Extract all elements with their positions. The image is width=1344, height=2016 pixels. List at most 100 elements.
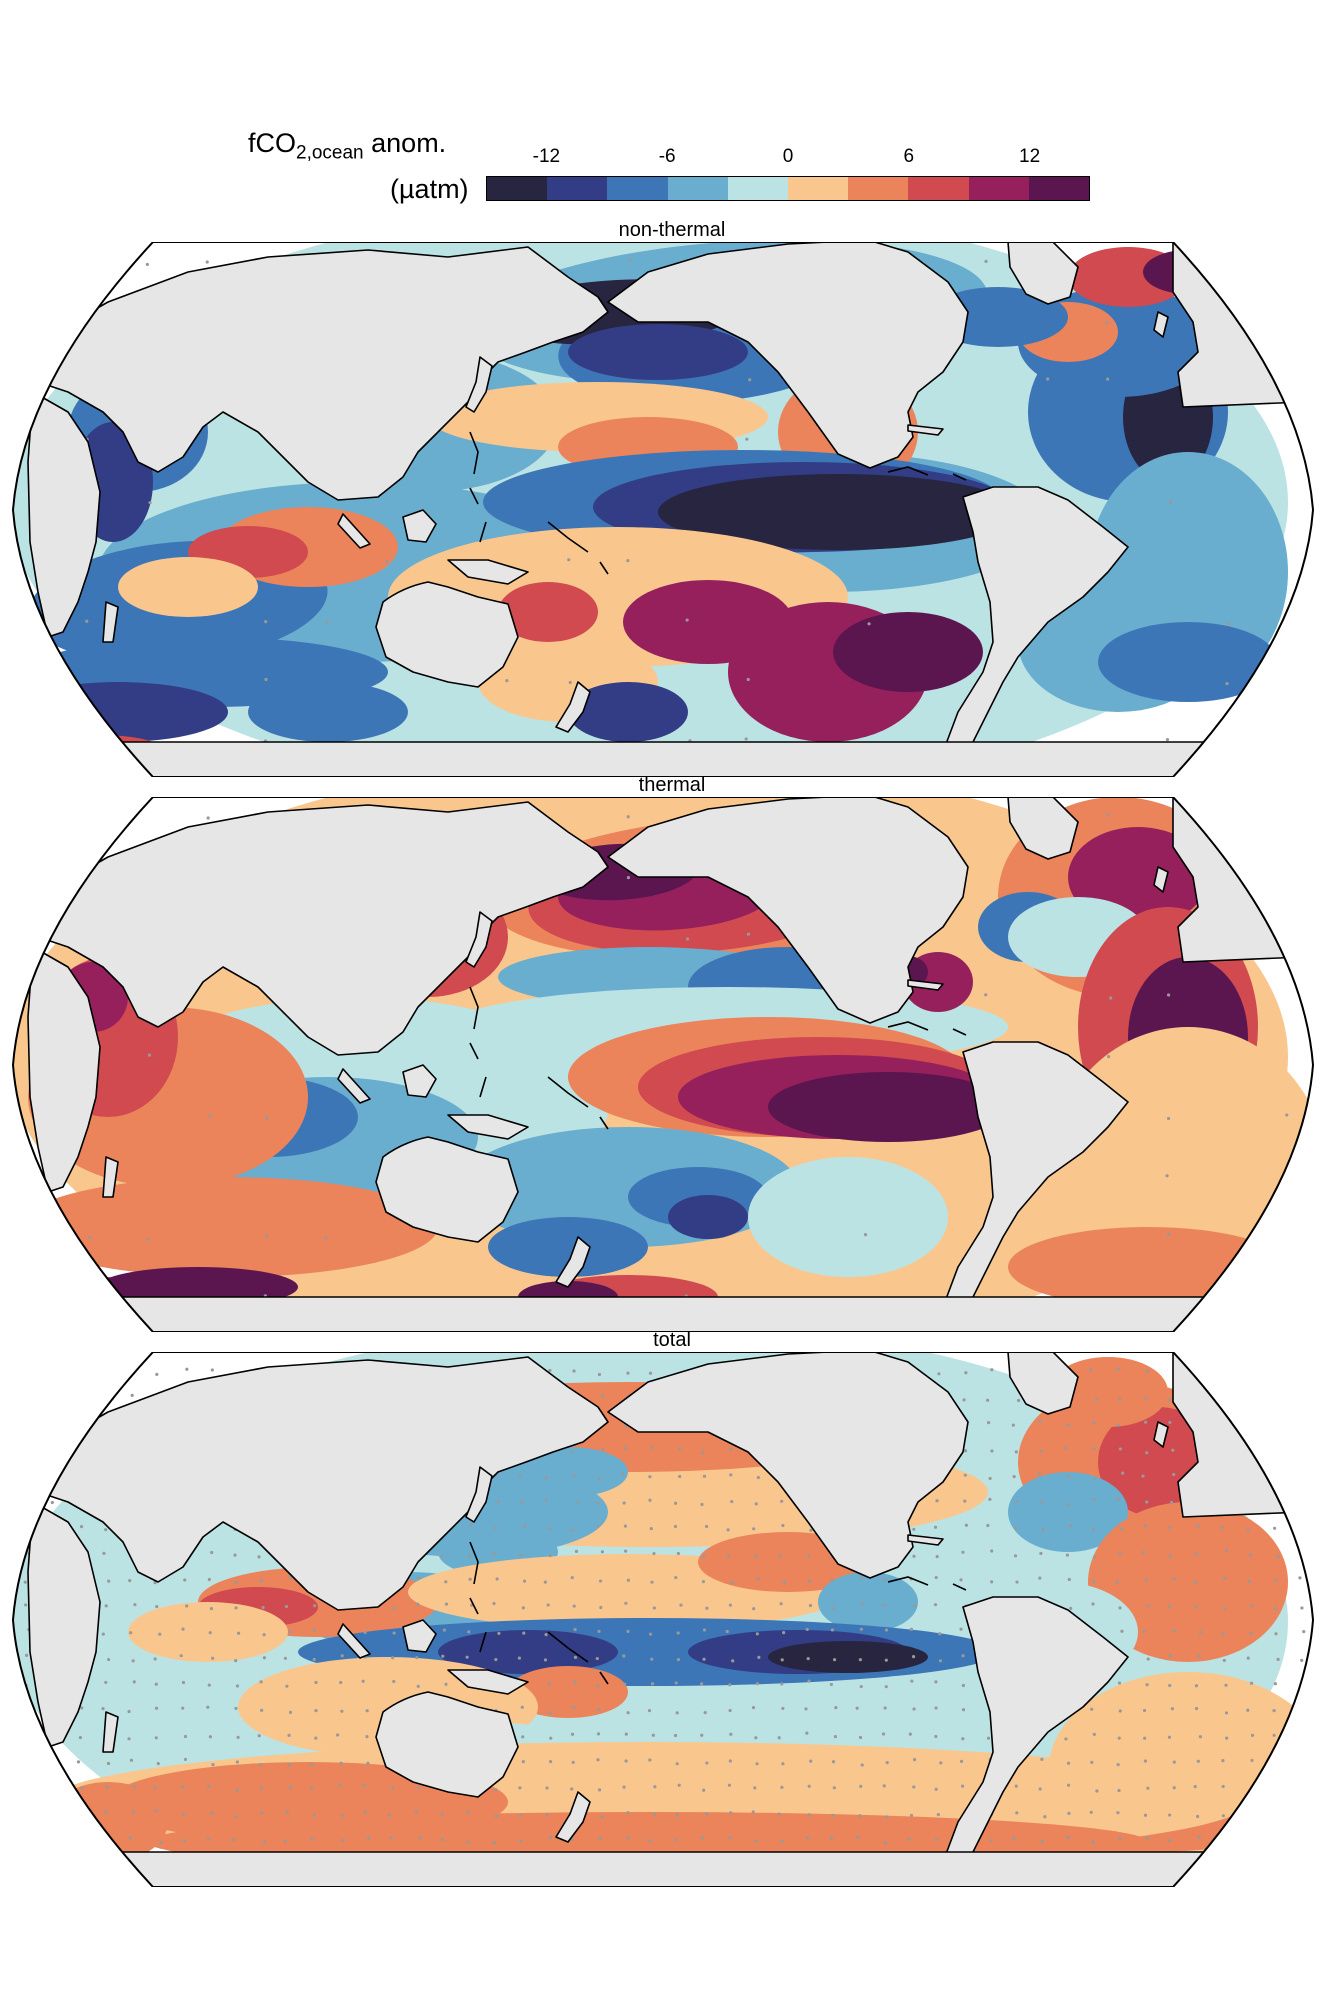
stipple-dot [494, 1788, 498, 1792]
stipple-dot [1300, 1658, 1304, 1663]
stipple-dot [884, 1815, 889, 1819]
stipple-dot [78, 1367, 83, 1371]
stipple-dot [494, 1657, 498, 1662]
stipple-dot [728, 1835, 732, 1840]
stipple-dot [1275, 1837, 1279, 1841]
stipple-dot [626, 1578, 631, 1582]
stipple-dot [416, 1602, 420, 1606]
stipple-dot [208, 1735, 213, 1739]
landmass-new-guinea [447, 559, 529, 585]
stipple-dot [84, 813, 89, 817]
stipple-dot [573, 1655, 578, 1659]
stipple-dot [1143, 1736, 1147, 1740]
stipple-dot [1276, 1761, 1281, 1765]
colorbar-segment [487, 177, 548, 200]
stipple-dot [210, 1550, 214, 1555]
stipple-dot [444, 1682, 448, 1686]
stipple-dot [206, 1784, 211, 1788]
stipple-dot [1246, 1528, 1250, 1532]
landmass-sumatra [337, 1068, 371, 1104]
stipple-dot [1194, 1684, 1199, 1688]
stipple-dot [755, 1682, 760, 1686]
stipple-dot [650, 1682, 655, 1686]
stipple-dot [468, 1577, 472, 1581]
stipple-dot [961, 1550, 965, 1554]
stipple-dot [782, 1580, 787, 1584]
stipple-dot [700, 1502, 704, 1507]
map-frame [11, 242, 1315, 777]
stipple-dot [206, 1837, 211, 1841]
stipple-dot [1041, 1527, 1045, 1532]
stipple-dot [545, 1813, 549, 1817]
stipple-dot [939, 1761, 943, 1765]
stipple-dot [1116, 1367, 1120, 1371]
stipple-dot [1221, 1814, 1225, 1818]
coastline [887, 1576, 967, 1591]
stipple-dot [596, 1501, 600, 1505]
landmass-greenland [1007, 797, 1079, 860]
stipple-dot [392, 1606, 397, 1610]
stipple-dot [205, 260, 209, 264]
stipple-dot [829, 1682, 833, 1687]
stipple-dot [1118, 1606, 1122, 1610]
landmass-africa [27, 1501, 101, 1748]
stipple-dot [1248, 1372, 1252, 1376]
stipple-dot [147, 1053, 152, 1057]
land-layer [27, 242, 1304, 777]
stipple-dot [1067, 1811, 1071, 1815]
stipple-dot [595, 1684, 600, 1688]
stipple-dot [361, 1679, 365, 1683]
stipple-dot [990, 1580, 994, 1584]
panel-title-total: total [653, 1329, 691, 1351]
stipple-dot [260, 1708, 264, 1712]
stipple-dot [417, 1576, 421, 1580]
stipple-dot [1066, 1475, 1071, 1479]
stipple-dot [440, 1838, 445, 1842]
stipple-dot [573, 1627, 577, 1632]
colorbar [486, 176, 1090, 201]
stipple-dot [79, 1395, 84, 1400]
stipple-dot [469, 1523, 473, 1527]
colorbar-tick-label: -6 [658, 146, 676, 167]
stipple-dot [362, 1783, 366, 1788]
stipple-dot [127, 1709, 131, 1714]
stipple-dot [986, 1736, 991, 1740]
stipple-dot [626, 1835, 630, 1840]
stipple-dot [648, 1371, 653, 1375]
land-layer [27, 1352, 1304, 1887]
stipple-dot [626, 1629, 630, 1633]
stipple-dot [1248, 1423, 1252, 1427]
stipple-dot [145, 262, 149, 267]
stipple-dot [414, 1810, 418, 1814]
stipple-dot [1109, 996, 1113, 1000]
stipple-dot [518, 1553, 522, 1557]
stipple-dot [626, 1371, 630, 1375]
stipple-dot [548, 1368, 552, 1373]
landmass-madagascar [102, 1711, 119, 1753]
stipple-dot [1272, 1733, 1276, 1737]
stipple-dot [260, 1786, 264, 1790]
stipple-dot [1224, 1837, 1228, 1841]
stipple-dot [704, 1812, 709, 1816]
stipple-dot [185, 1367, 189, 1371]
stipple-dot [441, 1654, 445, 1658]
anomaly-patch [1088, 1502, 1288, 1662]
coastline [547, 1076, 609, 1130]
landmass-australia [375, 581, 519, 688]
stipple-dot [101, 1632, 105, 1636]
stipple-dot [572, 1705, 576, 1709]
stipple-dot [264, 620, 268, 624]
stipple-dot [1276, 1369, 1280, 1373]
stipple-dot [25, 1813, 29, 1817]
anomaly-patch [18, 1177, 438, 1277]
landmass-sumatra [337, 513, 371, 549]
stipple-dot [52, 1784, 57, 1788]
stipple-dot [626, 1811, 630, 1815]
stipple-dot [674, 1681, 678, 1685]
stipple-dot [673, 1501, 678, 1505]
landmass-australia [375, 1136, 519, 1243]
stipple-dot [518, 1474, 522, 1478]
stipple-dot [26, 1838, 30, 1842]
stipple-dot [986, 1398, 990, 1402]
landmass-madagascar [102, 1156, 119, 1198]
